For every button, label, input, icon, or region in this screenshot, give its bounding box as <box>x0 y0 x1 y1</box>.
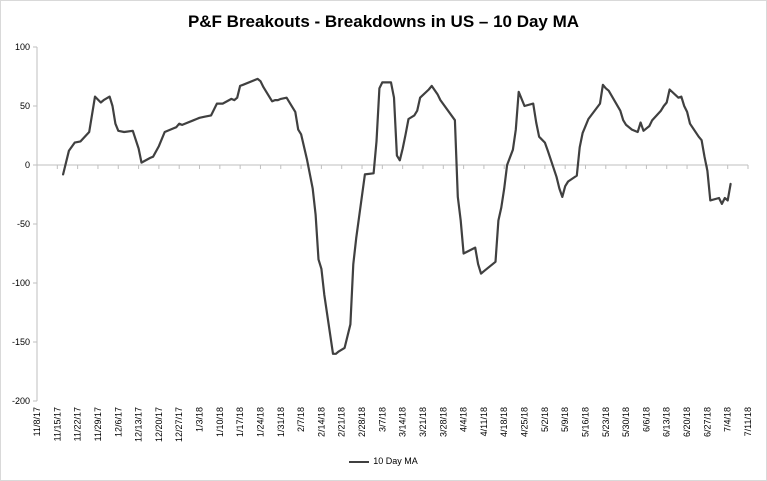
x-tick-label: 12/13/17 <box>134 407 144 442</box>
y-tick-label: -100 <box>12 278 30 288</box>
x-axis-ticks: 11/8/17 11/15/17 11/22/17 11/29/17 12/6/17 12… <box>32 165 753 442</box>
x-tick-label: 5/2/18 <box>540 407 550 432</box>
y-tick-label: 50 <box>20 101 30 111</box>
x-tick-label: 6/6/18 <box>641 407 651 432</box>
y-axis-ticks: 100 50 0 -50 -100 -150 -200 <box>12 42 37 406</box>
x-tick-label: 11/15/17 <box>52 407 62 441</box>
x-tick-label: 1/17/18 <box>235 407 245 437</box>
y-tick-label: 0 <box>25 160 30 170</box>
x-tick-label: 2/14/18 <box>316 407 326 437</box>
x-tick-label: 2/28/18 <box>357 407 367 437</box>
y-tick-label: -200 <box>12 396 30 406</box>
x-tick-label: 11/8/17 <box>32 407 42 436</box>
x-tick-label: 11/29/17 <box>93 407 103 441</box>
x-tick-label: 5/23/18 <box>601 407 611 437</box>
x-tick-label: 3/28/18 <box>438 407 448 437</box>
x-tick-label: 5/30/18 <box>621 407 631 437</box>
y-tick-label: -150 <box>12 337 30 347</box>
x-tick-label: 7/4/18 <box>723 407 733 432</box>
legend-label: 10 Day MA <box>373 456 418 466</box>
x-tick-label: 3/7/18 <box>377 407 387 432</box>
y-tick-label: 100 <box>15 42 30 52</box>
x-tick-label: 12/27/17 <box>174 407 184 442</box>
x-tick-label: 4/11/18 <box>479 407 489 436</box>
x-tick-label: 2/21/18 <box>337 407 347 437</box>
legend: 10 Day MA <box>0 456 767 466</box>
legend-swatch <box>349 460 370 463</box>
x-tick-label: 1/10/18 <box>215 407 225 437</box>
x-tick-label: 5/16/18 <box>580 407 590 437</box>
x-tick-label: 6/20/18 <box>682 407 692 437</box>
x-tick-label: 1/31/18 <box>276 407 286 437</box>
x-tick-label: 5/9/18 <box>560 407 570 432</box>
series-group <box>61 77 732 355</box>
x-tick-label: 4/25/18 <box>520 407 530 437</box>
x-tick-label: 1/3/18 <box>195 407 205 432</box>
chart-title: P&F Breakouts - Breakdowns in US – 10 Da… <box>187 12 580 31</box>
y-tick-label: -50 <box>17 219 30 229</box>
x-tick-label: 6/13/18 <box>662 407 672 437</box>
x-tick-label: 2/7/18 <box>296 407 306 432</box>
x-tick-label: 4/4/18 <box>459 407 469 432</box>
x-tick-label: 1/24/18 <box>255 407 265 437</box>
x-tick-label: 11/22/17 <box>73 407 83 441</box>
x-tick-label: 4/18/18 <box>499 407 509 437</box>
x-tick-label: 7/11/18 <box>743 407 753 436</box>
x-tick-label: 3/14/18 <box>398 407 408 437</box>
x-tick-label: 3/21/18 <box>418 407 428 437</box>
x-tick-label: 12/6/17 <box>113 407 123 437</box>
series-line-0 <box>61 77 732 355</box>
x-tick-label: 12/20/17 <box>154 407 164 442</box>
x-tick-label: 6/27/18 <box>702 407 712 437</box>
